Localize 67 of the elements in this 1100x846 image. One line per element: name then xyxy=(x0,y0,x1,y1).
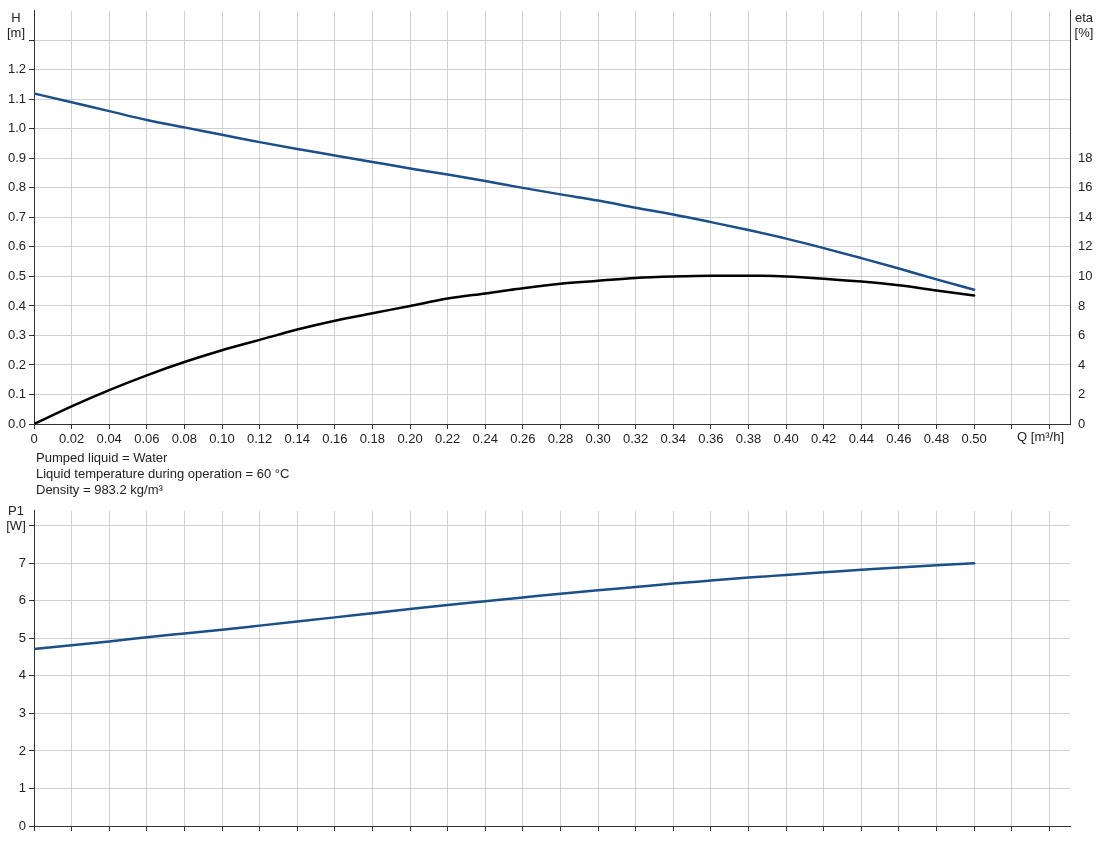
x-tick-label: 0.04 xyxy=(96,431,122,447)
y-tick-label: 1.2 xyxy=(7,61,26,77)
y-tick-label: 5 xyxy=(18,629,26,645)
x-tick-label: 0.50 xyxy=(961,431,987,447)
y2-tick-label: 18 xyxy=(1078,149,1093,165)
y-tick-label: 4 xyxy=(18,667,26,683)
y-tick-label: 7 xyxy=(18,554,26,570)
line-series xyxy=(34,562,976,651)
x-tick-label: 0.18 xyxy=(359,431,386,447)
y2-tick-label: 12 xyxy=(1078,238,1093,254)
y-axis-title: P1 [W] xyxy=(6,502,26,533)
y-tick-label: 0.0 xyxy=(7,415,26,431)
x-tick-label: 0.36 xyxy=(698,431,724,447)
y-tick-label: 0 xyxy=(18,817,26,833)
x-tick-label: 0.48 xyxy=(923,431,950,447)
y-tick-label: 1.1 xyxy=(7,90,26,106)
x-tick-label: 0.06 xyxy=(134,431,160,447)
x-tick-label: 0.10 xyxy=(209,431,235,447)
y-tick-label: 1 xyxy=(18,780,26,796)
y-tick-label: 3 xyxy=(18,705,26,721)
y2-tick-label: 14 xyxy=(1078,208,1093,224)
x-tick-label: 0.14 xyxy=(284,431,310,447)
y-tick-label: 0.2 xyxy=(7,356,26,372)
x-tick-label: 0.44 xyxy=(848,431,874,447)
y2-axis-title: eta [%] xyxy=(1074,9,1094,40)
x-tick-label: 0.38 xyxy=(735,431,762,447)
y-tick-label: 6 xyxy=(18,592,26,608)
x-tick-label: 0.32 xyxy=(623,431,649,447)
y2-tick-label: 2 xyxy=(1078,386,1086,402)
y2-tick-label: 4 xyxy=(1078,356,1086,372)
x-tick-label: 0 xyxy=(30,431,38,447)
x-tick-label: 0.08 xyxy=(171,431,198,447)
y2-tick-label: 8 xyxy=(1078,297,1086,313)
y-tick-label: 0.6 xyxy=(7,238,26,254)
text: Density = 983.2 kg/m³ xyxy=(36,482,164,498)
x-tick-label: 0.02 xyxy=(58,431,85,447)
x-tick-label: 0.24 xyxy=(472,431,498,447)
y-tick-label: 0.7 xyxy=(7,208,26,224)
text: Pumped liquid = Water xyxy=(36,450,169,466)
x-tick-label: 0.40 xyxy=(773,431,799,447)
x-tick-label: 0.26 xyxy=(510,431,536,447)
x-tick-label: 0.42 xyxy=(811,431,837,447)
x-axis-title: Q [m³/h] xyxy=(1017,429,1064,445)
text: Liquid temperature during operation = 60 °C xyxy=(36,466,291,482)
y-tick-label: 0.3 xyxy=(7,327,26,343)
y2-tick-label: 10 xyxy=(1078,268,1093,284)
x-tick-label: 0.30 xyxy=(585,431,611,447)
x-tick-label: 0.46 xyxy=(886,431,912,447)
y-tick-label: 0.5 xyxy=(7,268,26,284)
y-axis-title: H [m] xyxy=(6,9,26,40)
x-tick-label: 0.20 xyxy=(397,431,423,447)
y-tick-label: 0.1 xyxy=(7,386,26,402)
x-tick-label: 0.28 xyxy=(547,431,574,447)
y2-tick-label: 16 xyxy=(1078,179,1093,195)
line-series xyxy=(34,92,976,291)
y-tick-label: 2 xyxy=(18,742,26,758)
y-tick-label: 0.4 xyxy=(7,297,26,313)
y-tick-label: 0.8 xyxy=(7,179,26,195)
y-tick-label: 1.0 xyxy=(7,120,26,136)
y-tick-label: 0.9 xyxy=(7,149,26,165)
line-series xyxy=(34,274,976,424)
x-tick-label: 0.12 xyxy=(246,431,273,447)
x-tick-label: 0.22 xyxy=(434,431,461,447)
y2-tick-label: 6 xyxy=(1078,327,1086,343)
y2-tick-label: 0 xyxy=(1078,415,1086,431)
x-tick-label: 0.16 xyxy=(322,431,348,447)
x-tick-label: 0.34 xyxy=(660,431,686,447)
